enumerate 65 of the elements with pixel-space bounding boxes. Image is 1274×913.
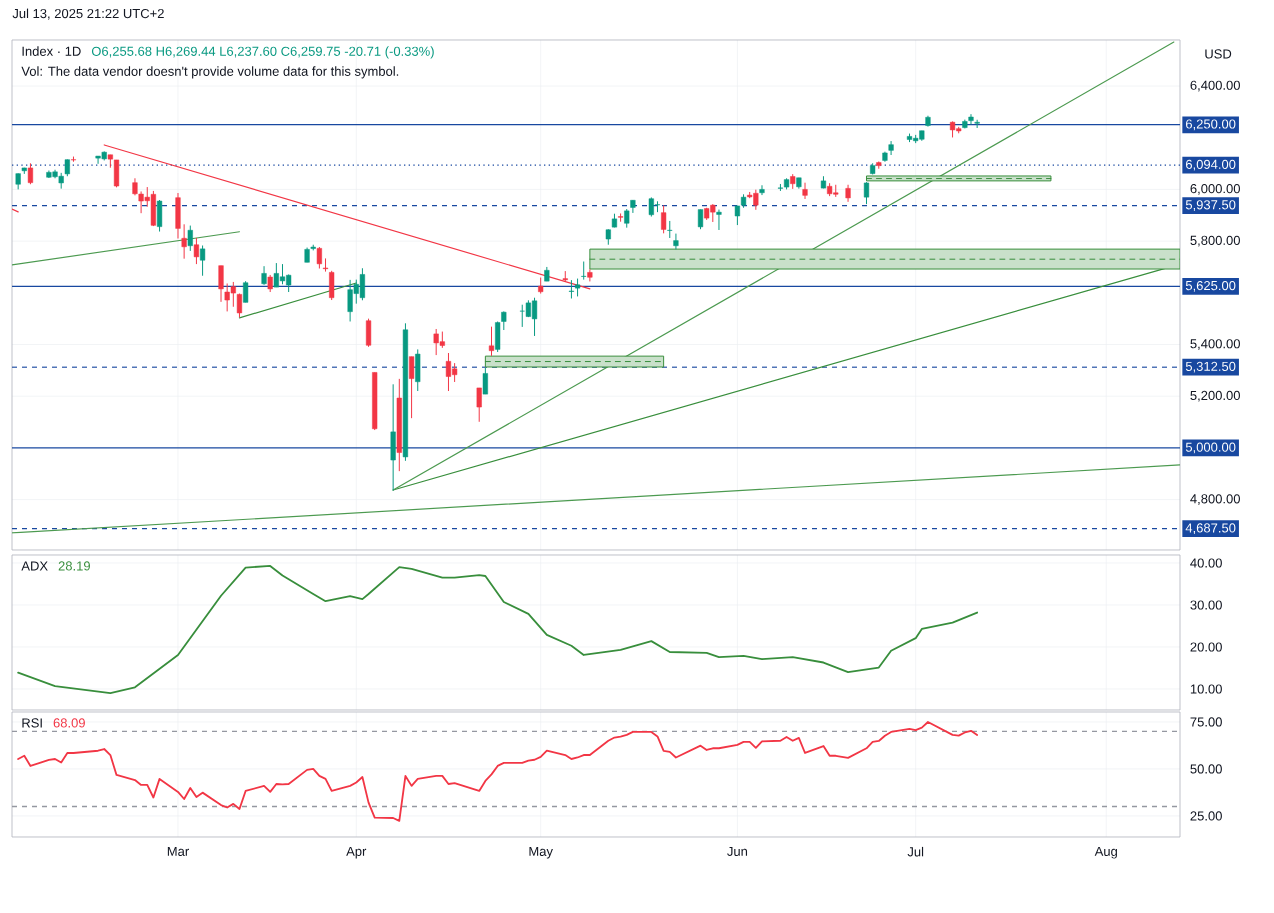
candlestick <box>322 257 329 273</box>
candlestick <box>482 367 488 395</box>
candlestick <box>888 140 894 156</box>
annotation: 28.19 <box>58 561 90 571</box>
candlestick <box>501 310 507 331</box>
annotation: O6,255.68 H6,269.44 L6,237.60 C6,259.75 -20.71 (-0.33%) <box>91 46 434 59</box>
candlestick <box>243 280 249 303</box>
ref-line-label: 5,000.00 <box>1185 442 1236 454</box>
y-axis-title: USD <box>1205 49 1232 59</box>
candlestick <box>587 268 593 282</box>
candlestick <box>661 204 667 234</box>
x-tick-label: Mar <box>167 846 189 856</box>
ref-line-label: 5,625.00 <box>1185 280 1236 292</box>
y-tick-label: 5,400.00 <box>1190 339 1240 350</box>
candlestick <box>261 265 267 286</box>
candlestick <box>667 220 673 239</box>
annotation: Vol: The data vendor doesn't provide volume data for this symbol. <box>21 66 399 79</box>
y-tick-label: 6,000.00 <box>1190 184 1240 195</box>
candlestick <box>581 261 587 281</box>
candlestick <box>27 162 34 185</box>
x-tick-label: May <box>529 846 553 859</box>
candlestick <box>488 326 495 357</box>
y-tick-label: 5,200.00 <box>1190 390 1240 402</box>
candlestick <box>409 356 415 419</box>
chart-title: ADX <box>21 561 48 571</box>
candlestick <box>624 208 630 229</box>
y-tick-label: 75.00 <box>1190 717 1222 727</box>
y-tick-label: 4,800.00 <box>1190 494 1240 505</box>
candlestick <box>199 245 206 277</box>
y-tick-label: 25.00 <box>1190 811 1222 821</box>
ref-line-label: 4,687.50 <box>1185 523 1236 535</box>
text: Jul 13, 2025 21:22 UTC+2 <box>12 8 164 20</box>
candlestick <box>316 246 322 269</box>
y-tick-label: 30.00 <box>1190 600 1222 610</box>
y-tick-label: 6,400.00 <box>1190 80 1240 92</box>
ref-line-label: 5,937.50 <box>1185 200 1236 211</box>
ref-line-label: 6,094.00 <box>1186 159 1236 171</box>
ref-line-label: 6,250.00 <box>1186 119 1236 131</box>
candlestick <box>974 119 980 129</box>
candlestick <box>476 387 482 423</box>
chart-title: RSI <box>22 718 42 728</box>
candlestick <box>802 182 808 200</box>
y-tick-label: 10.00 <box>1190 684 1222 694</box>
x-tick-label: Jul <box>907 846 924 857</box>
x-tick-label: Jun <box>727 846 748 856</box>
candlestick <box>193 237 200 265</box>
annotation: 68.09 <box>53 718 85 728</box>
candlestick <box>863 181 870 205</box>
candlestick <box>968 113 974 126</box>
x-tick-label: Aug <box>1094 846 1117 859</box>
candlestick <box>187 225 193 252</box>
candlestick <box>181 223 187 260</box>
y-tick-label: 5,800.00 <box>1190 235 1240 247</box>
y-tick-label: 50.00 <box>1190 764 1222 774</box>
x-tick-label: Apr <box>346 846 367 859</box>
candlestick <box>716 209 722 231</box>
ref-line-label: 5,312.50 <box>1185 361 1236 373</box>
chart-title: Index · 1D <box>22 46 81 56</box>
candlestick <box>218 265 224 303</box>
candlestick <box>568 279 575 299</box>
candlestick <box>673 233 679 250</box>
candlestick <box>697 209 704 230</box>
y-tick-label: 20.00 <box>1190 642 1222 652</box>
y-tick-label: 40.00 <box>1190 558 1222 568</box>
candlestick <box>759 184 765 196</box>
